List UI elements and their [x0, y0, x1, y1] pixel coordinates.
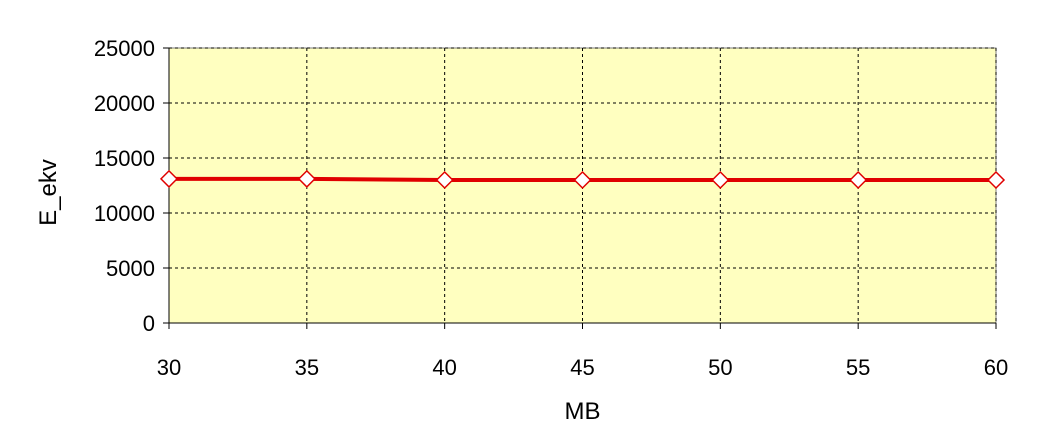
- y-tick-label: 10000: [94, 201, 155, 226]
- data-point-marker: [573, 170, 592, 190]
- y-tick-label: 0: [143, 311, 155, 336]
- y-tick-label: 15000: [94, 146, 155, 171]
- x-tick-label: 35: [295, 355, 319, 380]
- y-tick-label: 20000: [94, 91, 155, 116]
- data-point-marker: [435, 170, 454, 190]
- tick-labels: 0 5000 10000 15000 20000 25000 30 35 40 45 50 55 60: [94, 36, 1008, 380]
- y-axis-title: E_ekv: [35, 159, 62, 226]
- markers-layer: [159, 169, 1006, 190]
- x-tick-label: 40: [432, 355, 456, 380]
- data-point-marker: [986, 170, 1006, 190]
- x-axis-title: MB: [565, 398, 601, 425]
- x-tick-label: 60: [984, 355, 1008, 380]
- data-point-marker: [159, 169, 179, 188]
- data-point-marker: [297, 169, 316, 188]
- x-tick-label: 50: [708, 355, 732, 380]
- x-tick-label: 55: [846, 355, 870, 380]
- x-tick-label: 45: [570, 355, 594, 380]
- data-point-marker: [849, 170, 868, 190]
- x-tick-label: 30: [157, 355, 181, 380]
- axes: [163, 47, 997, 329]
- grid-lines: [169, 47, 997, 323]
- data-point-marker: [711, 170, 730, 190]
- y-tick-label: 25000: [94, 36, 155, 61]
- y-tick-label: 5000: [106, 256, 155, 281]
